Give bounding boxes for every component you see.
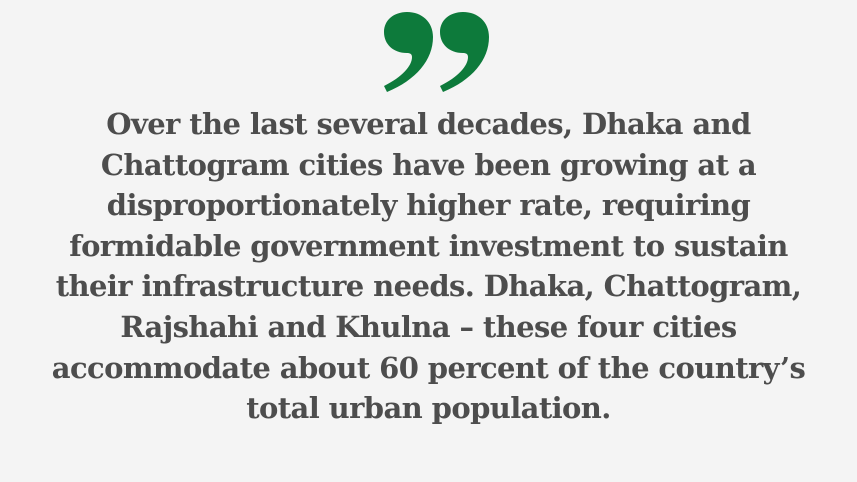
quote-line: their infrastructure needs. Dhaka, Chatt…	[55, 269, 802, 304]
quote-line: Chattogram cities have been growing at a	[100, 147, 757, 182]
quote-line: Over the last several decades, Dhaka and	[106, 107, 751, 141]
quote-line: disproportionately higher rate, requirin…	[106, 188, 751, 223]
quote-line: formidable government investment to sust…	[69, 228, 788, 263]
quote-line: total urban population.	[246, 391, 611, 426]
quotation-mark-icon	[381, 12, 491, 94]
quote-text: Over the last several decades, Dhaka and…	[18, 104, 839, 429]
quote-line: accommodate about 60 percent of the coun…	[51, 350, 806, 385]
quote-line: Rajshahi and Khulna – these four cities	[120, 309, 737, 344]
